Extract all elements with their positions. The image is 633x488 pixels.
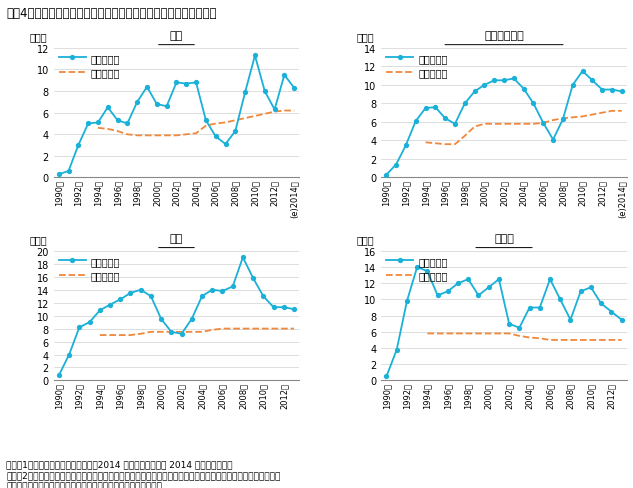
Legend: 平均空室率, 自然空室率: 平均空室率, 自然空室率 <box>57 52 122 81</box>
Text: 2．自然空室率は平均賃料が反転上昇／反転下落する境界となる平均空室率の水準で、当社による推計値。: 2．自然空室率は平均賃料が反転上昇／反転下落する境界となる平均空室率の水準で、当… <box>6 470 280 479</box>
Text: 出所）三鬼商事データをもとに三井住友トラスト基礎研究所作成: 出所）三鬼商事データをもとに三井住友トラスト基礎研究所作成 <box>6 481 162 488</box>
Legend: 平均空室率, 自然空室率: 平均空室率, 自然空室率 <box>384 254 449 283</box>
Legend: 平均空室率, 自然空室率: 平均空室率, 自然空室率 <box>384 52 449 81</box>
Text: （％）: （％） <box>29 32 47 42</box>
Text: 船場: 船場 <box>170 234 183 244</box>
Text: 注）　1．平均空室率は年次データ。2014 年の平均空室率は 2014 年７月の数値。: 注） 1．平均空室率は年次データ。2014 年の平均空室率は 2014 年７月の… <box>6 460 233 468</box>
Text: 新大阪: 新大阪 <box>494 234 514 244</box>
Text: （％）: （％） <box>29 235 47 245</box>
Text: 図表4　大阪ビジネス地区におけるエリア別の空室率と自然空室率: 図表4 大阪ビジネス地区におけるエリア別の空室率と自然空室率 <box>6 7 217 20</box>
Text: （％）: （％） <box>357 32 375 42</box>
Text: （％）: （％） <box>357 235 375 245</box>
Legend: 平均空室率, 自然空室率: 平均空室率, 自然空室率 <box>57 254 122 283</box>
Text: 梅田: 梅田 <box>170 31 183 41</box>
Text: 淀屋橋・本町: 淀屋橋・本町 <box>484 31 524 41</box>
